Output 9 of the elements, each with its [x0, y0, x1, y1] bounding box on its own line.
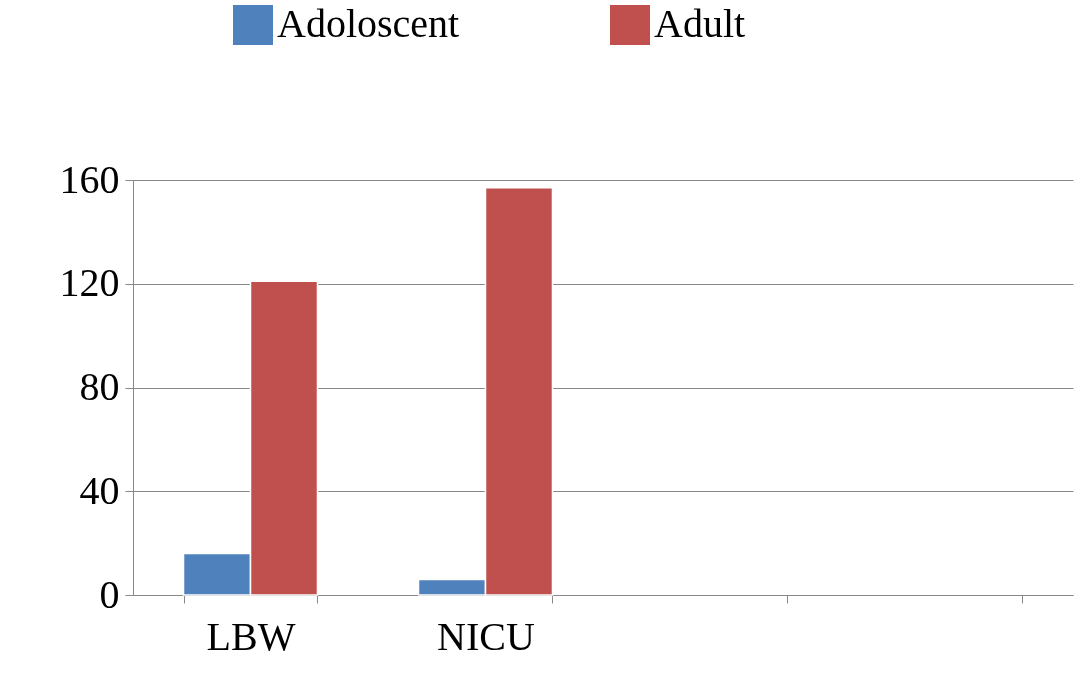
y-tick-label: 80 — [79, 364, 120, 409]
legend-label: Adult — [654, 1, 746, 46]
x-tick-label: NICU — [437, 613, 535, 659]
y-tick-label: 120 — [59, 260, 120, 306]
y-tick-label: 160 — [59, 156, 120, 202]
x-tick-label: LBW — [206, 613, 296, 659]
y-tick-label: 40 — [79, 467, 120, 513]
y-tick-label: 0 — [99, 571, 120, 617]
legend-label: Adoloscent — [277, 1, 460, 46]
